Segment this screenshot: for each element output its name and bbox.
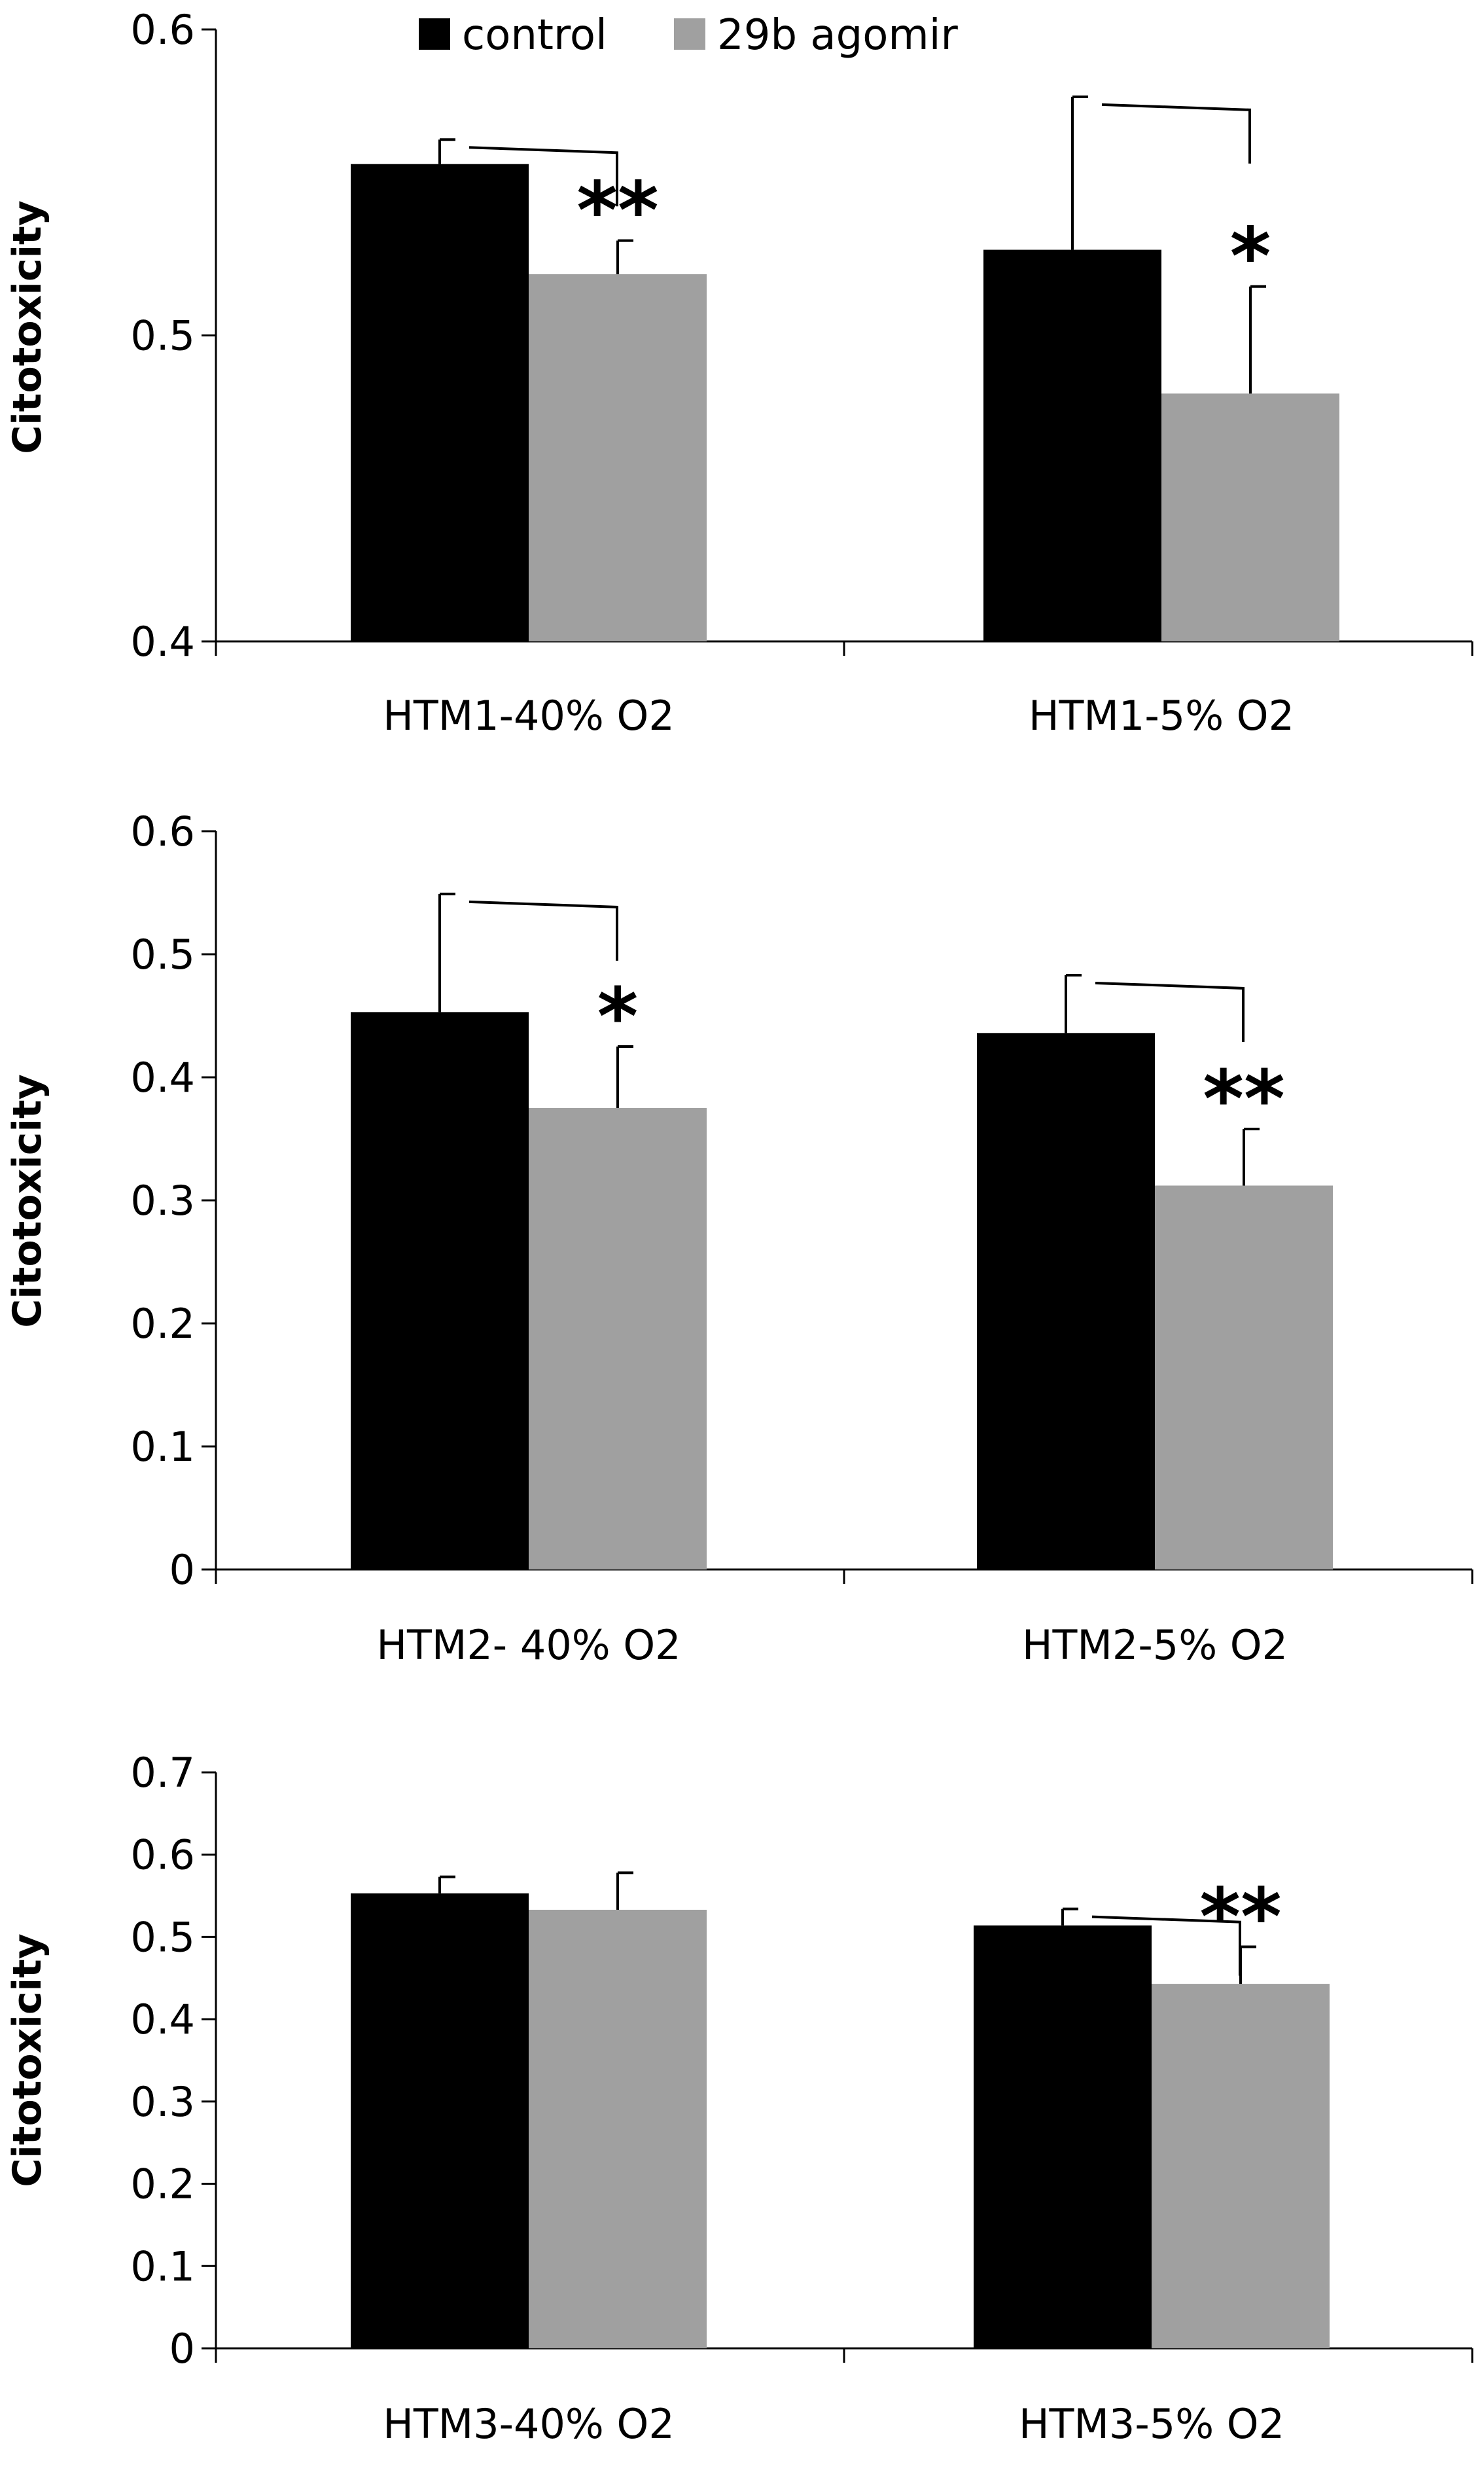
bar-agomir bbox=[529, 1108, 707, 1569]
y-axis-title: Citotoxicity bbox=[5, 1933, 50, 2187]
y-tick-label: 0.3 bbox=[130, 2078, 195, 2126]
legend-label-control: control bbox=[462, 11, 607, 60]
bar-control bbox=[351, 1893, 529, 2348]
bar-control bbox=[351, 1012, 529, 1569]
chart-2: 0 0.1 0.2 0.3 0.4 0.5 0.6 Citotoxicity HTM2- 40%… bbox=[5, 808, 1474, 1669]
bar-agomir bbox=[529, 1909, 707, 2348]
category-label: HTM3-40% O2 bbox=[383, 2400, 675, 2448]
y-tick-label: 0 bbox=[169, 1546, 195, 1594]
legend-swatch-agomir bbox=[674, 18, 705, 50]
y-tick-label: 0.6 bbox=[130, 6, 195, 54]
y-tick-label: 0.2 bbox=[130, 2160, 195, 2208]
significance-bracket bbox=[1091, 1915, 1241, 1976]
category-label: HTM1-5% O2 bbox=[1029, 692, 1294, 740]
y-tick-label: 0.7 bbox=[130, 1749, 195, 1797]
significance-stars: ** bbox=[576, 166, 659, 257]
y-tick-label: 0.6 bbox=[130, 808, 195, 855]
y-axis-title: Citotoxicity bbox=[5, 200, 50, 454]
y-tick-label: 0.5 bbox=[130, 1913, 195, 1961]
y-tick-label: 0.3 bbox=[130, 1177, 195, 1225]
y-tick-label: 0.6 bbox=[130, 1831, 195, 1879]
chart-3: 0 0.1 0.2 0.3 0.4 0.5 0.6 0.7 Citotoxicity HTM3-4… bbox=[5, 1749, 1474, 2448]
bar-agomir bbox=[1161, 393, 1339, 641]
significance-stars: * bbox=[597, 972, 639, 1063]
significance-stars: ** bbox=[1203, 1054, 1285, 1145]
y-tick-label: 0.1 bbox=[130, 2242, 195, 2290]
y-tick-label: 0.4 bbox=[130, 1996, 195, 2043]
legend-swatch-control bbox=[419, 18, 450, 50]
legend: control 29b agomir bbox=[419, 11, 959, 60]
y-tick-label: 0.4 bbox=[130, 618, 195, 666]
bar-control bbox=[351, 164, 529, 641]
y-tick-label: 0.4 bbox=[130, 1054, 195, 1102]
significance-bracket bbox=[468, 146, 618, 207]
significance-bracket bbox=[1101, 103, 1251, 164]
category-label: HTM2-5% O2 bbox=[1022, 1621, 1288, 1669]
y-tick-label: 0.1 bbox=[130, 1423, 195, 1471]
significance-bracket bbox=[1095, 981, 1245, 1042]
legend-label-agomir: 29b agomir bbox=[717, 11, 959, 60]
y-axis-title: Citotoxicity bbox=[5, 1074, 50, 1328]
category-label: HTM1-40% O2 bbox=[383, 692, 675, 740]
bar-agomir bbox=[529, 274, 707, 641]
category-label: HTM2- 40% O2 bbox=[376, 1621, 680, 1669]
y-tick-label: 0.2 bbox=[130, 1300, 195, 1348]
significance-stars: * bbox=[1230, 212, 1271, 303]
y-tick-label: 0.5 bbox=[130, 312, 195, 360]
bar-control bbox=[983, 249, 1161, 642]
significance-bracket bbox=[468, 900, 618, 961]
y-tick-label: 0.5 bbox=[130, 931, 195, 978]
chart-1: 0.4 0.5 0.6 Citotoxicity HTM1-40% O2 ** HTM1-5… bbox=[5, 6, 1474, 740]
bar-control bbox=[977, 1033, 1155, 1569]
category-label: HTM3-5% O2 bbox=[1019, 2400, 1284, 2448]
bar-agomir bbox=[1152, 1984, 1330, 2348]
bar-control bbox=[974, 1925, 1152, 2348]
bar-agomir bbox=[1155, 1185, 1333, 1569]
y-tick-label: 0 bbox=[169, 2325, 195, 2373]
significance-stars: ** bbox=[1199, 1873, 1282, 1963]
